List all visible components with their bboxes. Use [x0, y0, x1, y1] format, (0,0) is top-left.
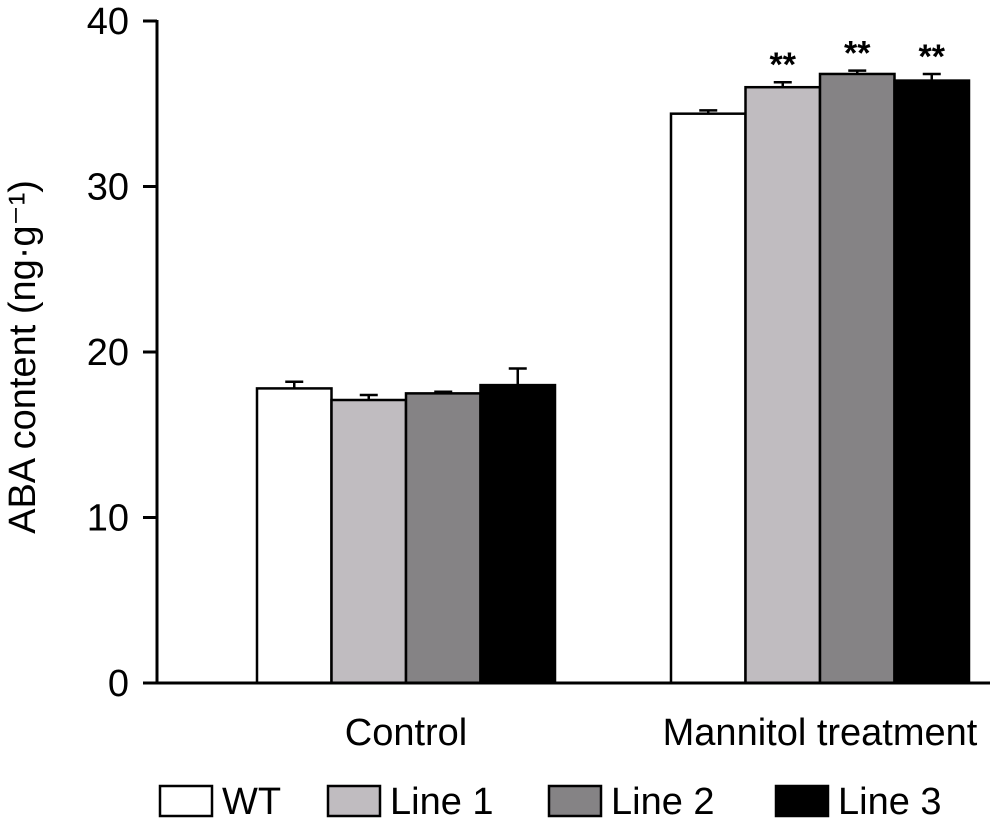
legend-label: Line 1	[390, 781, 494, 818]
legend-swatch	[326, 784, 382, 818]
legend-label: Line 2	[611, 781, 715, 818]
legend-swatch	[158, 784, 214, 818]
y-tick-label: 30	[87, 167, 129, 209]
y-tick-label: 0	[108, 663, 129, 705]
bar	[404, 392, 482, 685]
bar	[744, 85, 822, 685]
x-tick-label: Control	[345, 712, 468, 754]
y-axis-label: ABA content (ng·g⁻¹)	[2, 180, 44, 534]
plot-area: ** ** **	[255, 35, 971, 685]
bar	[893, 79, 971, 685]
bar	[669, 112, 747, 685]
x-tick-label: Mannitol treatment	[663, 712, 978, 754]
y-tick-label: 10	[87, 498, 129, 540]
legend-swatch	[547, 784, 603, 818]
bar	[818, 72, 896, 685]
legend-swatch	[774, 784, 830, 818]
legend: WT Line 1 Line 2 Line 3	[158, 781, 942, 818]
y-axis-ticks: 0 10 20 30 40	[87, 1, 157, 705]
bar	[330, 398, 408, 685]
y-tick-label: 40	[87, 1, 129, 43]
y-tick-label: 20	[87, 332, 129, 374]
bar	[479, 383, 557, 685]
x-axis-tick-labels: Control Mannitol treatment	[345, 712, 978, 754]
significance-label: **	[919, 38, 946, 76]
significance-label: **	[770, 46, 797, 84]
significance-label: **	[844, 35, 871, 73]
legend-label: Line 3	[838, 781, 942, 818]
bar	[255, 387, 333, 685]
legend-label: WT	[222, 781, 281, 818]
